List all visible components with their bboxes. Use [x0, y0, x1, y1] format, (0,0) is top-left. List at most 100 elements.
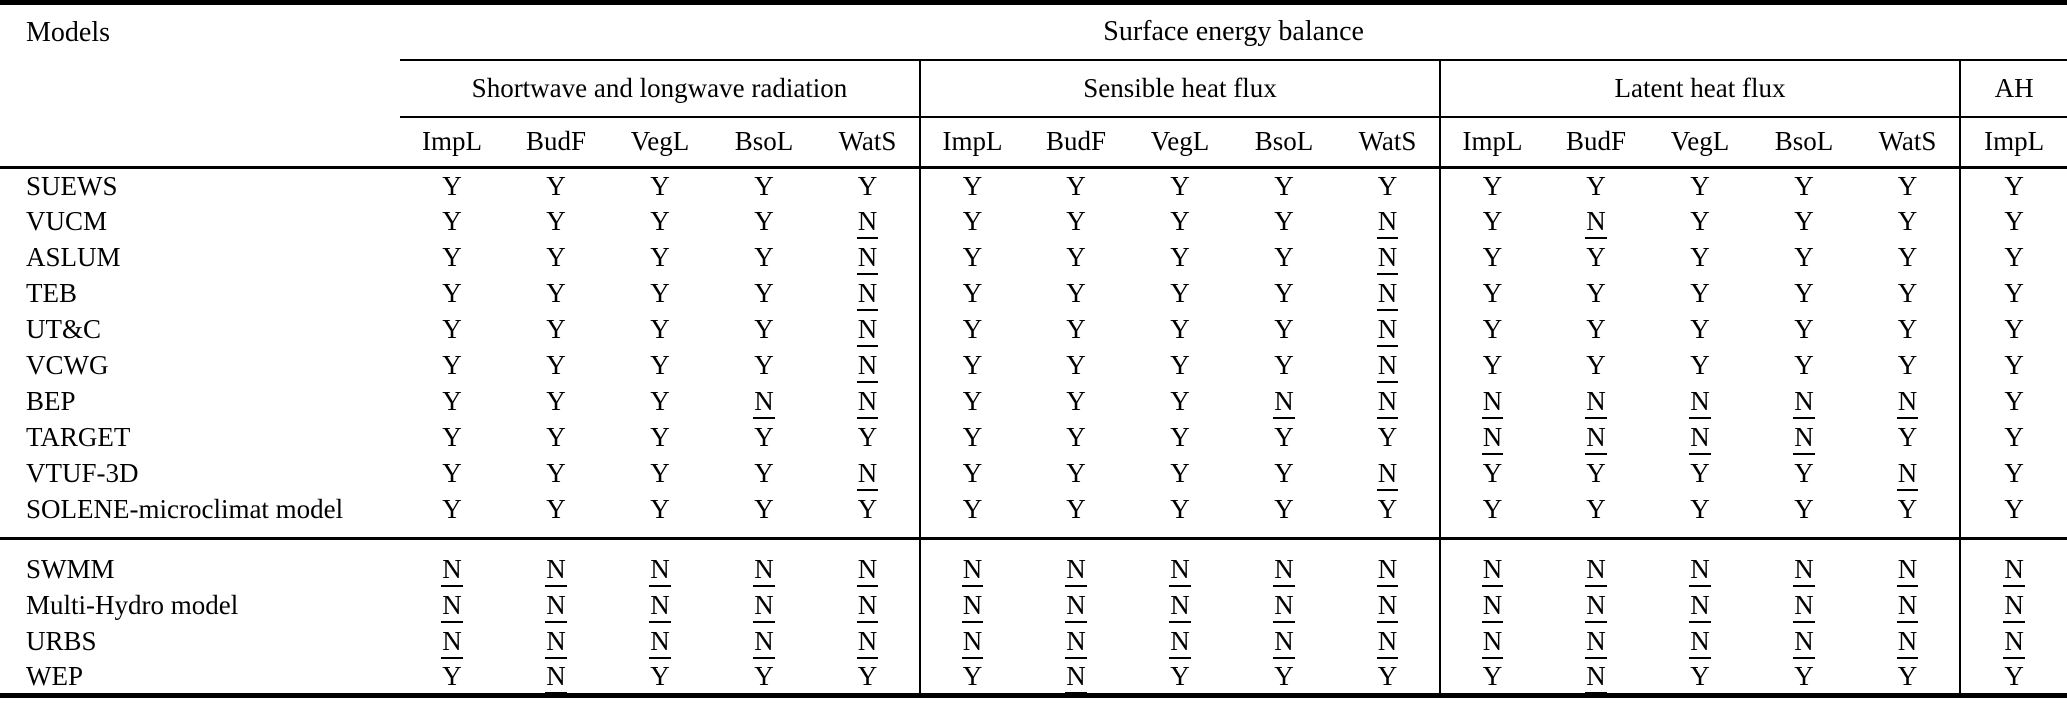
- cell-value: Y: [919, 275, 1024, 312]
- spacer-cell: [816, 528, 920, 537]
- cell-value: N: [1336, 624, 1440, 660]
- cell-value: Y: [442, 422, 462, 452]
- col-header: ImpL: [1958, 116, 2067, 169]
- no-value-underlined: N: [1481, 386, 1504, 419]
- cell-value: N: [1336, 276, 1440, 312]
- cell-value: Y: [919, 347, 1024, 384]
- no-value-underlined: N: [856, 626, 879, 659]
- no-value-underlined: N: [1689, 590, 1711, 623]
- cell-value: N: [816, 384, 920, 420]
- cell-value: Y: [1897, 242, 1918, 272]
- cell-value: Y: [1794, 242, 1814, 272]
- cell-value: Y: [919, 383, 1024, 420]
- cell-value: Y: [857, 494, 878, 524]
- cell-value: N: [816, 624, 920, 660]
- no-value-underlined: N: [1793, 422, 1815, 455]
- cell-value: Y: [1066, 206, 1086, 236]
- cell-value: Y: [1794, 350, 1814, 380]
- no-value-underlined: N: [1065, 554, 1087, 587]
- cell-value: N: [1648, 384, 1752, 420]
- cell-value: N: [1544, 660, 1648, 696]
- spacer-cell: [1958, 539, 2067, 552]
- no-value-underlined: N: [856, 278, 879, 311]
- cell-value: Y: [919, 455, 1024, 492]
- cell-value: N: [1752, 624, 1856, 660]
- cell-value: Y: [650, 660, 670, 691]
- model-name: VCWG: [26, 350, 109, 380]
- col-header: BudF: [1024, 116, 1128, 169]
- cell-value: Y: [546, 350, 566, 380]
- no-value-underlined: N: [1896, 554, 1919, 587]
- no-value-underlined: N: [1169, 626, 1191, 659]
- no-value-underlined: N: [441, 626, 463, 659]
- cell-value: N: [1752, 420, 1856, 456]
- spacer-cell: [1958, 527, 2067, 537]
- cell-value: Y: [1897, 350, 1918, 380]
- cell-value: Y: [1794, 170, 1814, 201]
- no-value-underlined: N: [1273, 590, 1295, 623]
- cell-value: N: [608, 588, 712, 624]
- cell-value: N: [816, 204, 920, 240]
- cell-value: N: [1336, 312, 1440, 348]
- cell-value: Y: [1170, 278, 1190, 308]
- cell-value: Y: [1586, 458, 1606, 488]
- no-value-underlined: N: [1376, 386, 1399, 419]
- cell-value: Y: [1274, 170, 1294, 201]
- model-name: SWMM: [26, 554, 115, 584]
- no-value-underlined: N: [1376, 458, 1399, 491]
- cell-value: N: [712, 384, 816, 420]
- no-value-underlined: N: [1065, 590, 1087, 623]
- table-row: TARGET Y Y Y Y Y Y Y Y Y Y N N N N Y Y: [0, 419, 2067, 456]
- cell-value: N: [1439, 587, 1544, 624]
- no-value-underlined: N: [753, 386, 775, 419]
- cell-value: Y: [1897, 206, 1918, 236]
- cell-value: Y: [1794, 458, 1814, 488]
- cell-value: Y: [1066, 170, 1086, 201]
- cell-value: Y: [1586, 242, 1606, 272]
- cell-value: Y: [1586, 314, 1606, 344]
- spacer-cell: [1856, 540, 1960, 552]
- spacer-cell: [1752, 528, 1856, 537]
- cell-value: N: [1024, 624, 1128, 660]
- cell-value: Y: [754, 170, 774, 201]
- cell-value: Y: [650, 494, 670, 524]
- cell-value: N: [608, 624, 712, 660]
- cell-value: N: [816, 552, 920, 588]
- cell-value: Y: [1897, 278, 1918, 308]
- cell-value: N: [504, 588, 608, 624]
- cell-value: Y: [1377, 660, 1398, 691]
- cell-value: N: [1856, 588, 1960, 624]
- cell-value: N: [1232, 624, 1336, 660]
- spacer-cell: [1648, 540, 1752, 552]
- cell-value: Y: [1690, 170, 1710, 201]
- cell-value: Y: [1066, 494, 1086, 524]
- cell-value: Y: [754, 660, 774, 691]
- cell-value: Y: [650, 206, 670, 236]
- spacer-cell: [504, 528, 608, 537]
- table-row: UT&C Y Y Y Y N Y Y Y Y N Y Y Y Y Y Y: [0, 311, 2067, 348]
- cell-value: Y: [1170, 350, 1190, 380]
- cell-value: Y: [650, 422, 670, 452]
- no-value-underlined: N: [1793, 386, 1815, 419]
- cell-value: Y: [442, 350, 462, 380]
- cell-value: N: [1232, 552, 1336, 588]
- col-header: ImpL: [919, 116, 1024, 169]
- cell-value: Y: [1066, 314, 1086, 344]
- cell-value: Y: [546, 206, 566, 236]
- no-value-underlined: N: [2003, 626, 2025, 659]
- no-value-underlined: N: [1793, 590, 1815, 623]
- spacer-cell: [1752, 540, 1856, 552]
- no-value-underlined: N: [1169, 590, 1191, 623]
- cell-value: Y: [650, 386, 670, 416]
- cell-value: Y: [1274, 458, 1294, 488]
- spacer-cell: [400, 528, 504, 537]
- cell-value: Y: [546, 458, 566, 488]
- spacer-cell: [919, 539, 1024, 552]
- cell-value: Y: [1690, 242, 1710, 272]
- spacer-cell: [1439, 527, 1544, 537]
- spacer-cell: [1024, 528, 1128, 537]
- spacer-cell: [1544, 540, 1648, 552]
- no-value-underlined: N: [441, 590, 463, 623]
- spacer-cell: [1128, 540, 1232, 552]
- model-name: BEP: [26, 386, 76, 416]
